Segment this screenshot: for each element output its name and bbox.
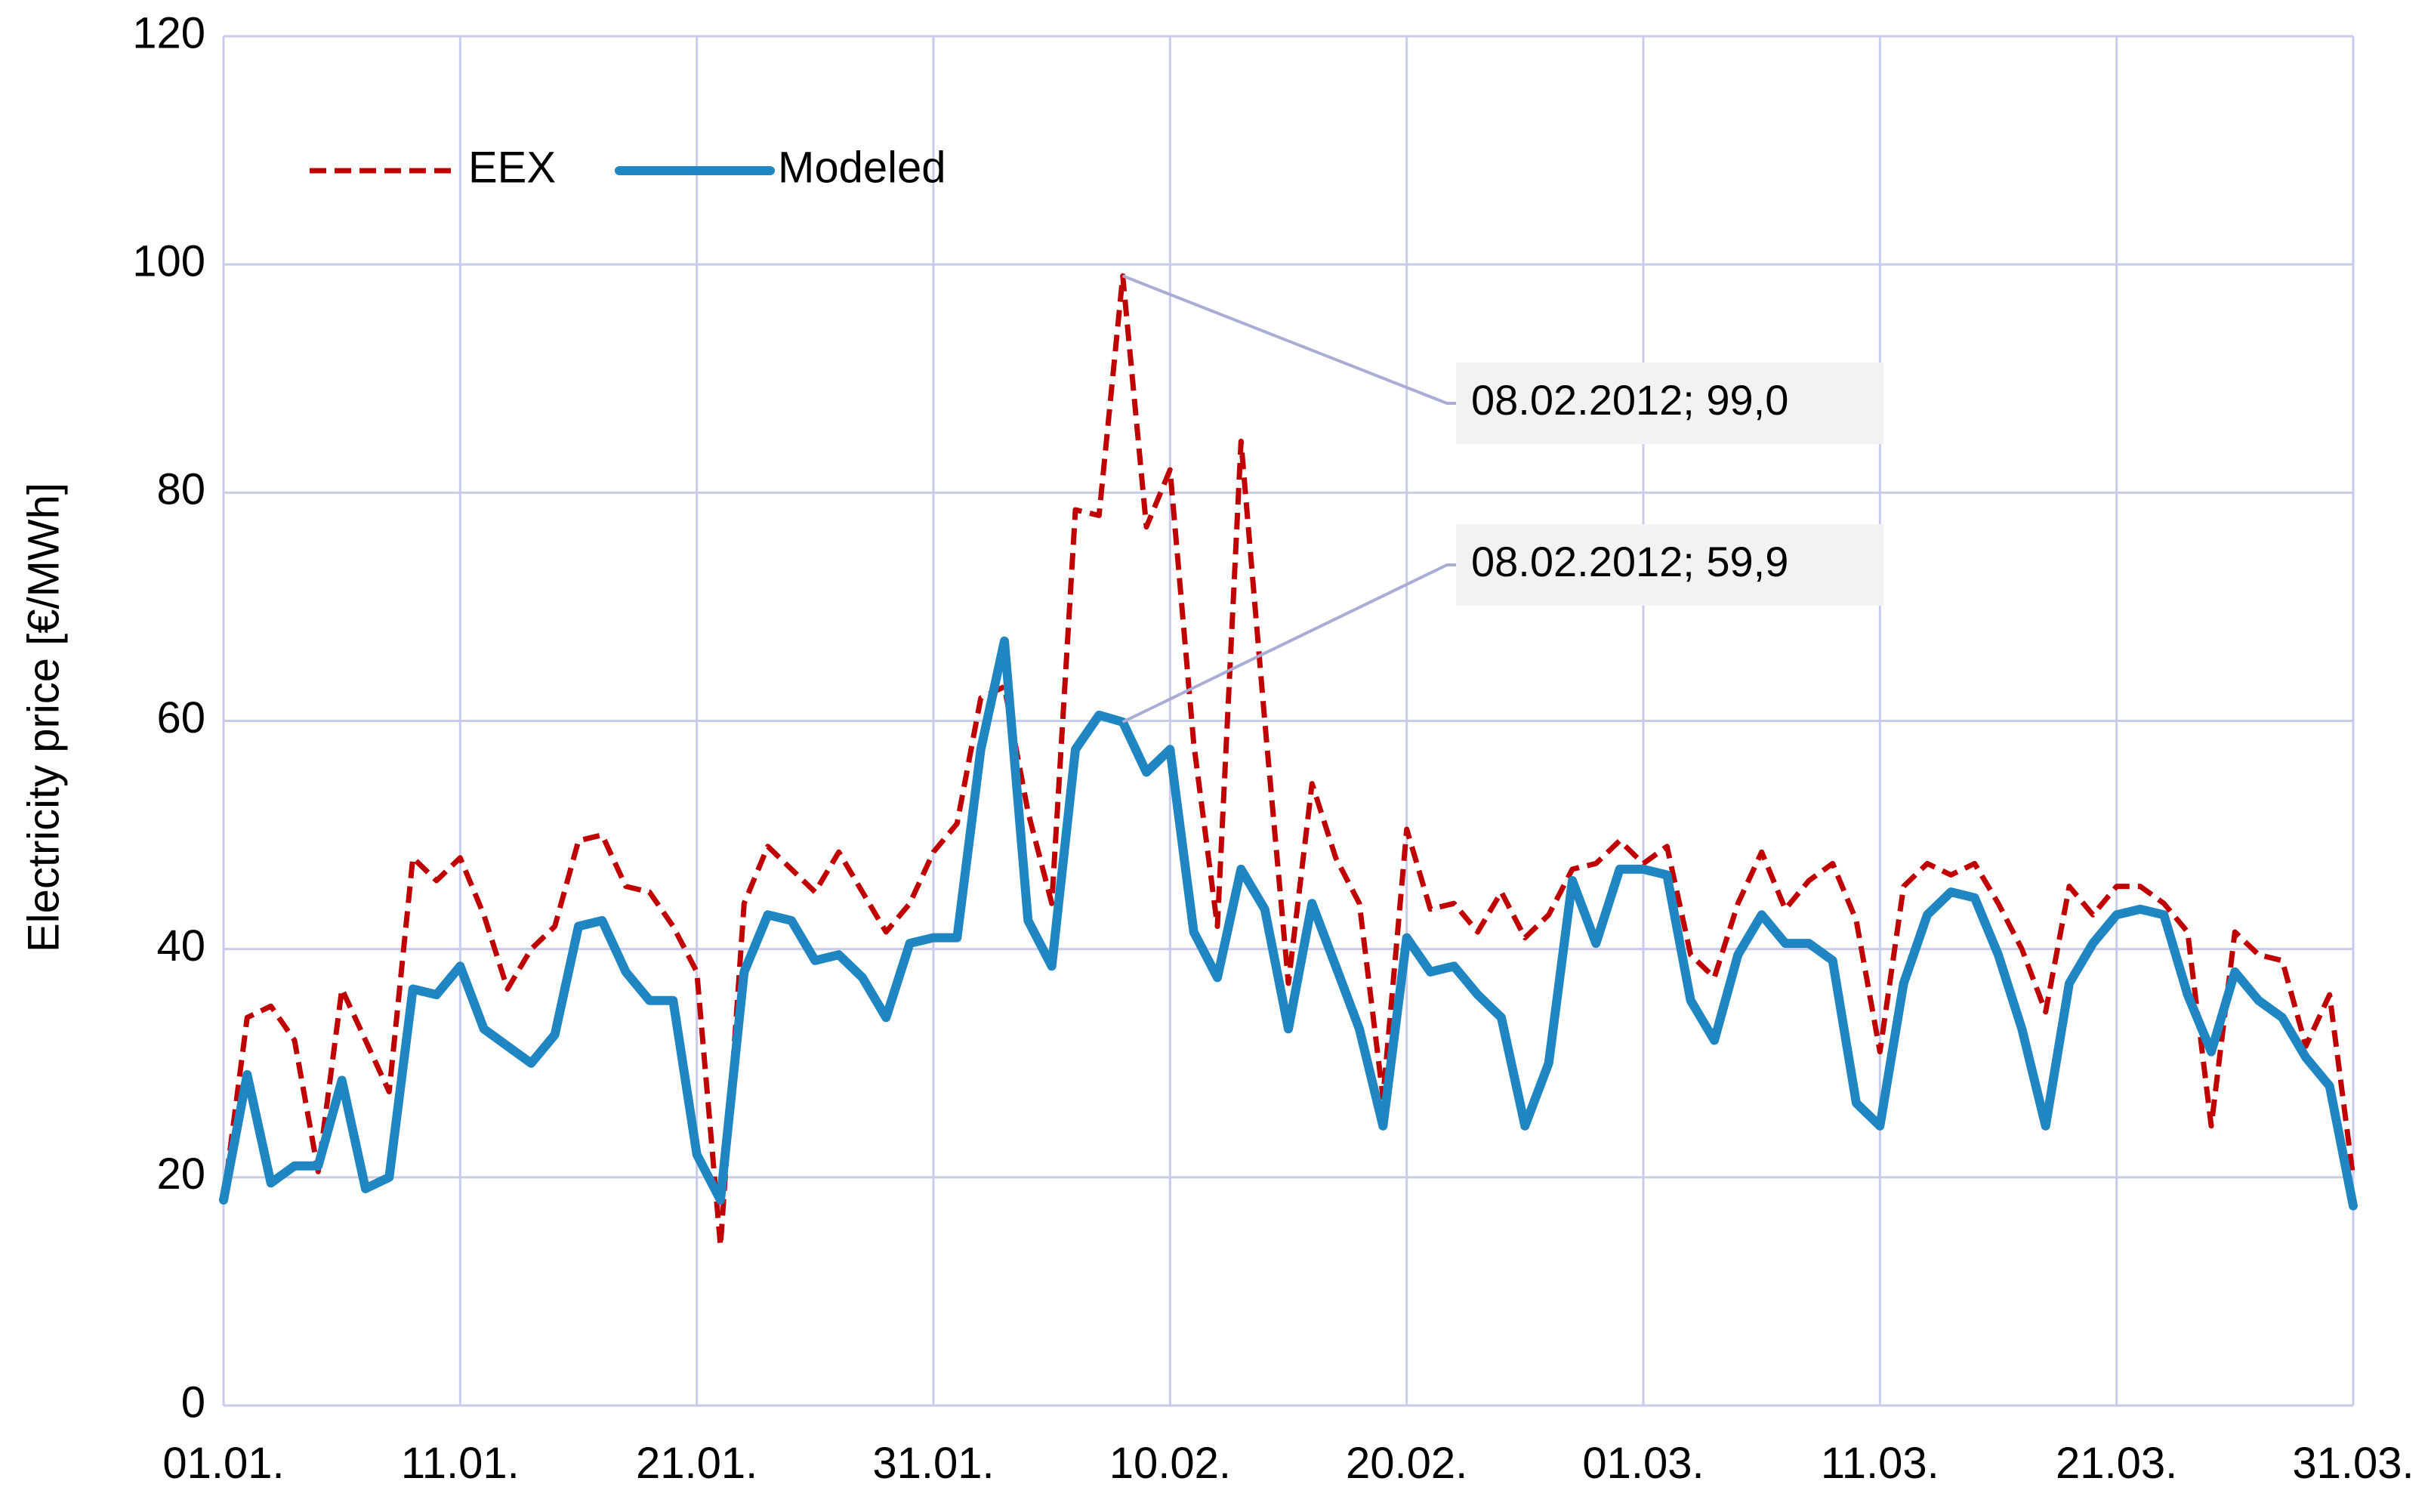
y-tick-label: 0	[181, 1378, 205, 1427]
x-tick-label: 20.02.	[1346, 1439, 1467, 1488]
x-tick-label: 11.01.	[401, 1439, 520, 1488]
x-tick-label: 01.01.	[162, 1439, 284, 1488]
callout-label: 08.02.2012; 99,0	[1471, 376, 1788, 424]
callouts: 08.02.2012; 99,0 08.02.2012; 59,9	[1121, 274, 1883, 724]
y-tick-label: 20	[156, 1149, 205, 1199]
callout-box	[1456, 363, 1883, 444]
x-axis-tick-labels: 01.01. 11.01. 21.01. 31.01. 10.02. 20.02. 01.0…	[162, 1439, 2414, 1488]
callout-box	[1456, 524, 1883, 606]
x-tick-label: 11.03.	[1821, 1439, 1939, 1488]
grid	[222, 35, 2355, 1407]
callout-leader-line	[1121, 274, 1456, 405]
x-tick-label: 10.02.	[1109, 1439, 1231, 1488]
y-axis-tick-labels: 0 20 40 60 80 100 120	[132, 8, 205, 1427]
y-tick-label: 60	[156, 693, 205, 742]
legend-label-modeled: Modeled	[778, 143, 946, 192]
series-lines	[219, 273, 2358, 1248]
series-line-modeled	[219, 636, 2358, 1211]
y-tick-label: 40	[156, 921, 205, 970]
callout-leader-line	[1121, 563, 1456, 724]
series-line-eex	[221, 273, 2356, 1248]
x-tick-label: 21.03.	[2056, 1439, 2177, 1488]
legend: EEX Modeled	[310, 143, 946, 192]
y-tick-label: 100	[132, 236, 205, 285]
x-tick-label: 31.03.	[2292, 1439, 2414, 1488]
y-axis-title: Electricity price [€/MWh]	[19, 483, 68, 952]
legend-label-eex: EEX	[468, 143, 556, 192]
x-tick-label: 31.01.	[872, 1439, 994, 1488]
x-tick-label: 21.01.	[636, 1439, 757, 1488]
y-tick-label: 120	[132, 8, 205, 57]
y-tick-label: 80	[156, 465, 205, 514]
callout-label: 08.02.2012; 59,9	[1471, 538, 1788, 585]
x-tick-label: 01.03.	[1582, 1439, 1704, 1488]
